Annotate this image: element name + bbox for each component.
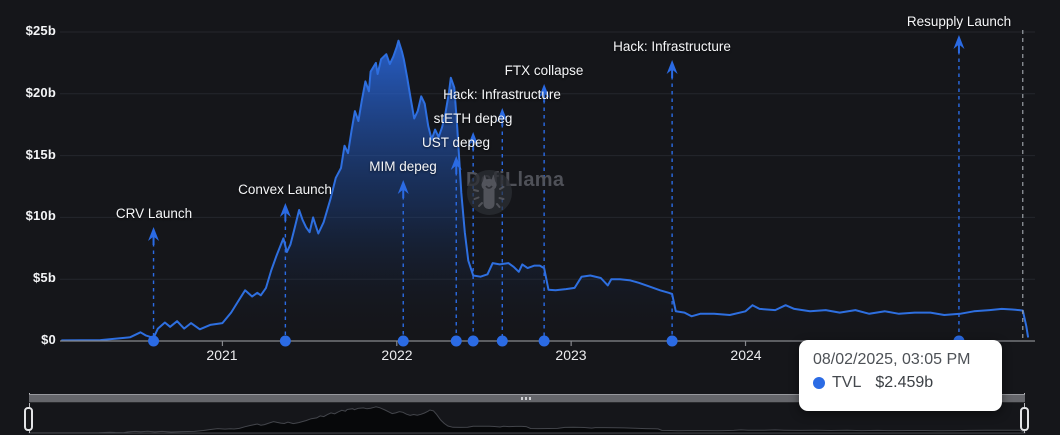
event-annotation-label: FTX collapse <box>504 63 584 78</box>
tooltip-value: $2.459b <box>875 374 934 391</box>
event-annotation-label: MIM depeg <box>369 159 437 174</box>
brush-preview-chart[interactable] <box>28 406 1026 434</box>
x-axis-label: 2023 <box>555 347 587 363</box>
x-axis-label: 2024 <box>730 347 762 363</box>
tvl-series-dot-icon <box>813 377 825 389</box>
tvl-area-fill <box>62 40 1028 341</box>
event-arrow-icon <box>496 108 508 122</box>
y-axis-label: $25b <box>25 23 56 38</box>
x-axis-label: 2022 <box>381 347 413 363</box>
brush-grip-icon[interactable] <box>521 397 531 400</box>
event-arrow-icon <box>666 60 678 74</box>
event-dot[interactable] <box>496 335 508 347</box>
brush-handle-left[interactable] <box>24 407 33 431</box>
event-arrow-icon <box>450 156 462 170</box>
event-annotation-label: Convex Launch <box>238 182 332 197</box>
event-annotation-label: UST depeg <box>421 135 491 150</box>
event-annotation-label: CRV Launch <box>115 206 193 221</box>
event-dot[interactable] <box>467 335 479 347</box>
event-dot[interactable] <box>397 335 409 347</box>
event-annotation-label: stETH depeg <box>433 111 513 126</box>
event-arrow-icon <box>397 180 409 194</box>
y-axis-label: $15b <box>25 147 56 162</box>
tvl-line <box>61 39 1029 342</box>
event-annotation-label: Hack: Infrastructure <box>443 87 561 102</box>
event-arrow-icon <box>279 203 291 217</box>
event-annotation-label: Resupply Launch <box>906 14 1012 29</box>
event-dot[interactable] <box>279 335 291 347</box>
event-dot[interactable] <box>538 335 550 347</box>
y-axis-label: $0 <box>41 332 56 347</box>
y-axis-label: $20b <box>25 85 56 100</box>
y-axis-label: $5b <box>32 270 56 285</box>
event-dot[interactable] <box>148 335 160 347</box>
brush-scrollbar[interactable] <box>29 394 1025 403</box>
tooltip-date: 08/02/2025, 03:05 PM <box>813 351 971 368</box>
event-dot[interactable] <box>666 335 678 347</box>
event-arrow-icon <box>538 84 550 98</box>
tooltip-series-label: TVL <box>832 374 862 391</box>
chart-tooltip: 08/02/2025, 03:05 PM TVL $2.459b <box>799 340 1002 411</box>
event-dot[interactable] <box>450 335 462 347</box>
brush-handle-right[interactable] <box>1020 407 1029 431</box>
event-arrow-icon <box>953 35 965 49</box>
y-axis-label: $10b <box>25 208 56 223</box>
event-arrow-icon <box>467 132 479 146</box>
event-annotation-label: Hack: Infrastructure <box>613 39 731 54</box>
x-axis-label: 2021 <box>206 347 238 363</box>
event-arrow-icon <box>148 227 160 241</box>
